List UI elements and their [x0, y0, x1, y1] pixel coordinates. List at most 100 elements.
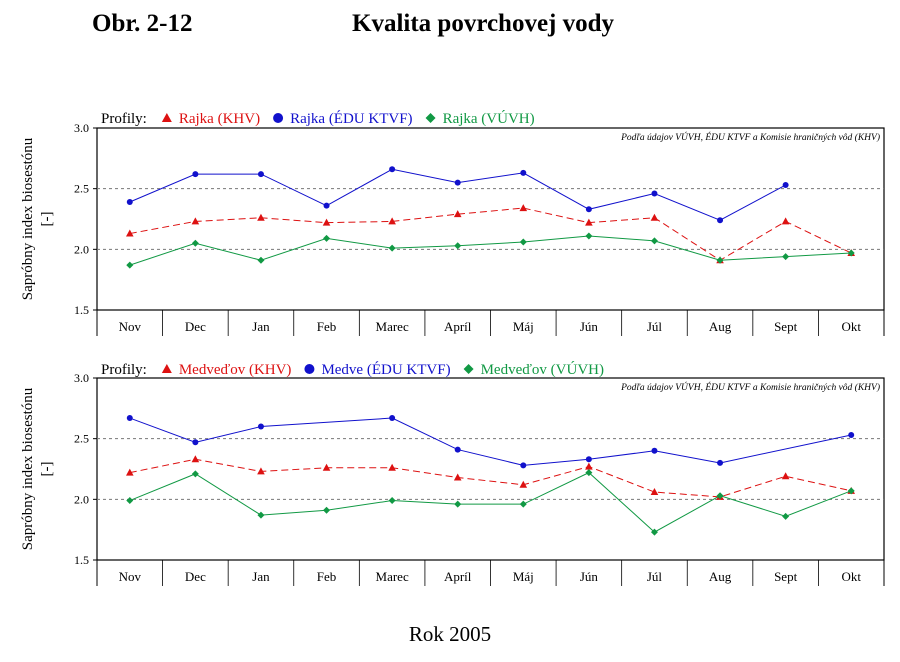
- series-edu: [126, 166, 789, 224]
- x-axis-title: Rok 2005: [408, 622, 492, 646]
- legend-marker-vuvh: [463, 364, 474, 374]
- y-tick-label: 3.0: [74, 371, 89, 385]
- series-vuvh: [126, 232, 855, 269]
- data-point-edu: [323, 202, 330, 209]
- data-point-edu: [389, 166, 396, 173]
- data-point-edu: [454, 446, 461, 453]
- data-point-vuvh: [847, 487, 855, 495]
- y-tick-label: 2.0: [74, 492, 89, 506]
- chart-panel-1: 3.0 2.5 2.0 1.5 Nov Dec Jan Feb Marec Apríl Máj Jún…: [20, 110, 885, 336]
- data-point-edu: [257, 171, 264, 178]
- x-tick-label: Jún: [580, 569, 599, 584]
- legend-marker-edu: [304, 364, 315, 374]
- data-point-khv: [650, 488, 659, 496]
- source-note: Podľa údajov VÚVH, ÉDU KTVF a Komisie hr…: [620, 131, 880, 143]
- y-tick-label: 1.5: [74, 303, 89, 317]
- series-line-vuvh: [129, 235, 852, 266]
- y-tick-label: 1.5: [74, 553, 89, 567]
- x-tick-label: Jan: [252, 569, 270, 584]
- data-point-edu: [454, 179, 461, 186]
- legend-entry-khv: Rajka (KHV): [179, 111, 260, 127]
- data-point-vuvh: [585, 469, 593, 477]
- series-line-khv: [129, 207, 852, 261]
- x-tick-label: Feb: [317, 319, 337, 334]
- data-point-khv: [585, 462, 593, 470]
- data-point-edu: [651, 190, 658, 197]
- data-point-khv: [322, 463, 331, 471]
- legend: Profily: Rajka (KHV) Rajka (ÉDU KTVF) Rajka…: [101, 110, 535, 127]
- data-point-khv: [257, 213, 265, 221]
- data-point-khv: [125, 468, 134, 476]
- x-tick-label: Nov: [119, 569, 142, 584]
- data-point-khv: [453, 473, 462, 481]
- data-point-vuvh: [323, 506, 331, 514]
- data-point-edu: [126, 415, 133, 422]
- x-tick-label: Marec: [376, 319, 409, 334]
- page-title: Kvalita povrchovej vody: [352, 10, 615, 37]
- data-point-vuvh: [454, 242, 462, 250]
- data-point-edu: [717, 459, 724, 466]
- data-point-vuvh: [191, 239, 199, 247]
- x-tick-label: Nov: [119, 319, 142, 334]
- series-line-vuvh: [129, 472, 852, 533]
- y-axis-unit: [-]: [39, 462, 55, 477]
- data-point-edu: [389, 415, 396, 422]
- y-axis-title: Sapróbny index biosestónu: [20, 387, 36, 550]
- legend-entry-khv: Medveďov (KHV): [179, 362, 292, 378]
- x-tick-label: Sept: [774, 569, 798, 584]
- data-point-vuvh: [257, 256, 265, 264]
- x-tick-label: Apríl: [444, 319, 472, 334]
- data-point-khv: [388, 463, 396, 471]
- data-point-vuvh: [257, 511, 265, 519]
- data-point-khv: [257, 467, 265, 475]
- data-point-vuvh: [388, 497, 396, 505]
- data-point-vuvh: [716, 492, 724, 500]
- data-point-vuvh: [191, 470, 199, 478]
- legend: Profily: Medveďov (KHV) Medve (ÉDU KTVF) Me…: [101, 361, 604, 378]
- y-tick-label: 2.5: [74, 432, 89, 446]
- data-point-khv: [585, 218, 593, 226]
- x-tick-label: Dec: [185, 569, 206, 584]
- data-point-vuvh: [126, 261, 134, 269]
- x-tick-label: Sept: [774, 319, 798, 334]
- data-point-edu: [257, 423, 264, 430]
- data-point-edu: [585, 456, 592, 463]
- data-point-vuvh: [716, 256, 724, 264]
- series-line-khv: [129, 458, 852, 498]
- plot-frame: [96, 377, 885, 561]
- series-vuvh: [126, 469, 855, 536]
- data-point-vuvh: [650, 237, 658, 245]
- data-point-vuvh: [782, 512, 790, 520]
- x-tick-label: Dec: [185, 319, 206, 334]
- x-tick-label: Okt: [841, 569, 861, 584]
- source-note: Podľa údajov VÚVH, ÉDU KTVF a Komisie hr…: [620, 381, 880, 393]
- plot-frame: [96, 127, 885, 311]
- series-edu: [126, 415, 855, 469]
- x-tick-label: Júl: [647, 569, 663, 584]
- series-line-edu: [129, 417, 852, 466]
- y-tick-label: 2.5: [74, 182, 89, 196]
- legend-entry-vuvh: Rajka (VÚVH): [443, 110, 535, 127]
- data-point-edu: [520, 169, 527, 176]
- legend-entry-edu: Rajka (ÉDU KTVF): [290, 110, 412, 127]
- figure-label: Obr. 2-12: [92, 10, 193, 37]
- data-point-khv: [388, 217, 396, 225]
- x-tick-label: Jan: [252, 319, 270, 334]
- legend-entry-vuvh: Medveďov (VÚVH): [481, 361, 604, 378]
- series-khv: [125, 455, 856, 500]
- legend-marker-khv: [161, 113, 172, 122]
- data-point-khv: [453, 210, 462, 218]
- x-tick-label: Okt: [841, 319, 861, 334]
- data-point-edu: [192, 171, 199, 178]
- x-tick-label: Máj: [513, 319, 534, 334]
- data-point-vuvh: [782, 253, 790, 261]
- data-point-khv: [519, 204, 528, 212]
- data-point-khv: [519, 480, 528, 488]
- data-point-khv: [191, 455, 200, 463]
- y-axis-title: Sapróbny index biosestónu: [20, 137, 36, 300]
- x-tick-label: Jún: [580, 319, 599, 334]
- data-point-vuvh: [454, 500, 462, 508]
- chart-panel-2: 3.0 2.5 2.0 1.5 Nov Dec Jan Feb Marec Apríl Máj Jún…: [20, 361, 885, 586]
- x-tick-label: Aug: [709, 319, 732, 334]
